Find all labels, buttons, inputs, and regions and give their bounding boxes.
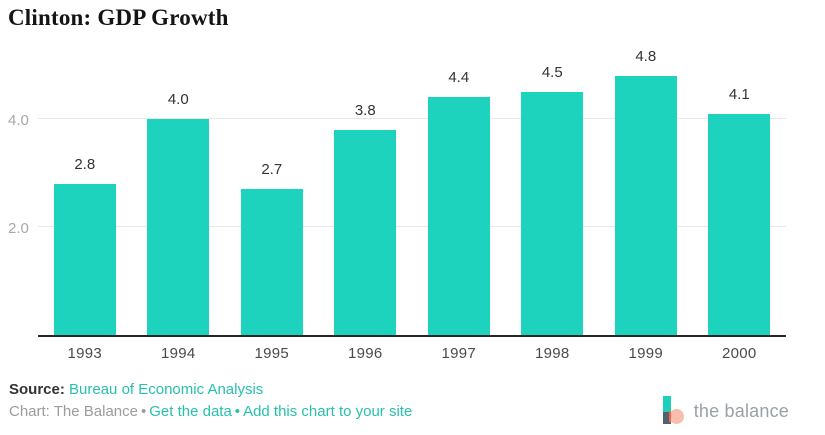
- x-tick-label-1996: 1996: [347, 345, 383, 362]
- chart-title: Clinton: GDP Growth: [8, 5, 229, 30]
- bar-1996: [334, 130, 397, 335]
- bar-1995: [240, 189, 303, 335]
- x-tick-label-1993: 1993: [67, 345, 103, 362]
- x-tick-label-1999: 1999: [628, 345, 664, 362]
- balance-logo-icon: [662, 396, 685, 426]
- x-tick-label-1995: 1995: [254, 345, 290, 362]
- get-data-link[interactable]: Get the data: [149, 403, 232, 420]
- bar-value-label-1995: 2.7: [261, 161, 283, 178]
- source-line: Source: Bureau of Economic Analysis: [9, 381, 263, 398]
- x-tick-label-1998: 1998: [534, 345, 570, 362]
- bar-value-label-1993: 2.8: [74, 156, 96, 173]
- bar-1993: [53, 184, 116, 335]
- separator-dot: •: [234, 403, 241, 420]
- bar-value-label-1997: 4.4: [448, 69, 470, 86]
- bars-row: 2.8 4.0 2.7 3.8 4.4 4.5 4.8 4.1: [38, 49, 787, 335]
- bar-slot-1994: 4.0: [132, 57, 226, 335]
- balance-logo-text: the balance: [693, 400, 789, 421]
- bar-1997: [427, 97, 490, 335]
- embed-chart-link[interactable]: Add this chart to your site: [243, 403, 413, 420]
- source-link[interactable]: Bureau of Economic Analysis: [69, 381, 264, 398]
- bar-slot-1999: 4.8: [599, 49, 693, 335]
- source-label: Source:: [9, 381, 65, 398]
- x-axis-labels: 1993 1994 1995 1996 1997 1998 1999 2000: [38, 345, 786, 362]
- bar-slot-1993: 2.8: [38, 57, 132, 335]
- bar-slot-1996: 3.8: [319, 57, 413, 335]
- balance-logo[interactable]: the balance: [662, 396, 789, 426]
- y-tick-label-4.0: 4.0: [8, 112, 29, 129]
- bar-slot-2000: 4.1: [693, 57, 787, 335]
- bar-2000: [708, 114, 771, 335]
- credit-line: Chart: The Balance • Get the data • Add this…: [9, 403, 412, 420]
- x-tick-label-1994: 1994: [160, 345, 196, 362]
- plot-area: 2.8 4.0 2.7 3.8 4.4 4.5 4.8 4.1: [38, 49, 787, 337]
- y-tick-label-2.0: 2.0: [8, 220, 29, 237]
- bar-1994: [147, 119, 210, 335]
- bar-value-label-2000: 4.1: [728, 86, 750, 103]
- bar-value-label-1994: 4.0: [167, 91, 189, 108]
- x-tick-label-2000: 2000: [721, 345, 757, 362]
- bar-slot-1997: 4.4: [412, 57, 506, 335]
- bar-1999: [614, 76, 677, 335]
- gridline-2.0: [38, 226, 786, 227]
- bar-slot-1995: 2.7: [225, 57, 319, 335]
- bar-slot-1998: 4.5: [506, 57, 600, 335]
- gridline-4.0: [38, 118, 786, 119]
- bar-1998: [521, 92, 584, 335]
- bar-value-label-1999: 4.8: [635, 48, 657, 65]
- separator-dot: •: [140, 403, 147, 420]
- x-tick-label-1997: 1997: [441, 345, 477, 362]
- credit-text: Chart: The Balance: [9, 403, 138, 420]
- bar-value-label-1996: 3.8: [354, 102, 376, 119]
- bar-value-label-1998: 4.5: [541, 64, 563, 81]
